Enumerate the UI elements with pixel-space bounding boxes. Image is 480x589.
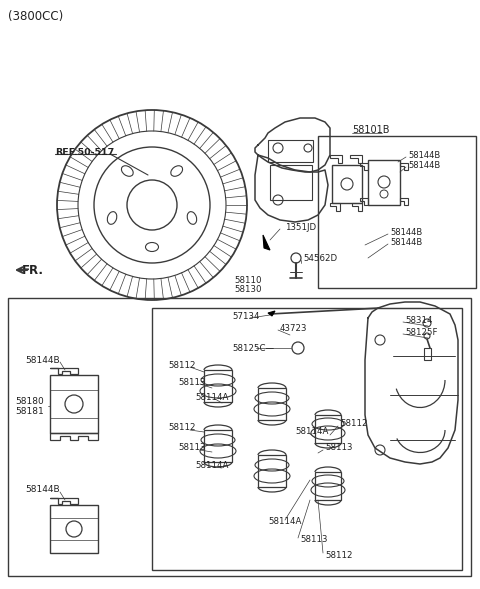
Text: 58113: 58113 [178, 444, 205, 452]
Bar [424, 348, 431, 360]
Text: 58113: 58113 [300, 535, 327, 544]
Text: 58144B: 58144B [408, 151, 440, 160]
Bar [258, 388, 286, 420]
Text: 58144B: 58144B [390, 237, 422, 247]
Text: (3800CC): (3800CC) [8, 9, 63, 22]
Text: 58112: 58112 [168, 360, 195, 369]
Text: 58180: 58180 [15, 398, 44, 406]
Text: 58181: 58181 [15, 406, 44, 415]
Polygon shape [268, 311, 275, 316]
Text: 58125C—: 58125C— [232, 343, 274, 352]
Bar [204, 430, 232, 462]
Bar [315, 472, 341, 500]
Text: 57134: 57134 [232, 312, 260, 320]
Text: 58130: 58130 [234, 284, 262, 293]
Bar [268, 140, 313, 162]
Text: 58113: 58113 [178, 378, 205, 386]
Text: FR.: FR. [22, 263, 44, 276]
Bar [8, 298, 471, 576]
Bar [315, 415, 341, 443]
Text: 58114A: 58114A [268, 518, 301, 527]
Text: REF.50-517: REF.50-517 [55, 147, 114, 157]
Bar [204, 370, 232, 402]
Text: 58314: 58314 [405, 316, 432, 325]
Text: 58144B: 58144B [25, 485, 60, 495]
Text: 58114A: 58114A [295, 428, 328, 436]
Text: 58114A: 58114A [195, 461, 228, 469]
Bar [50, 375, 98, 433]
Text: 58112: 58112 [325, 551, 352, 560]
Bar [152, 308, 462, 570]
Polygon shape [263, 235, 270, 250]
Text: 58112: 58112 [340, 419, 368, 429]
Bar [368, 160, 400, 205]
Text: 58110: 58110 [234, 276, 262, 284]
Bar [318, 136, 476, 288]
Bar [258, 455, 286, 487]
Text: 58113: 58113 [325, 444, 352, 452]
Text: 58144B: 58144B [25, 356, 60, 365]
Bar [332, 165, 362, 203]
Text: 58101B: 58101B [352, 125, 389, 135]
Text: 58114A: 58114A [195, 392, 228, 402]
Bar [50, 505, 98, 553]
Text: 1351JD: 1351JD [285, 223, 316, 231]
Text: 58112: 58112 [168, 423, 195, 432]
Text: 43723: 43723 [280, 323, 308, 333]
Text: 58144B: 58144B [390, 227, 422, 237]
Text: 58144B: 58144B [408, 160, 440, 170]
Text: 58125F: 58125F [405, 327, 437, 336]
Bar [270, 165, 312, 200]
Text: 54562D: 54562D [303, 253, 337, 263]
